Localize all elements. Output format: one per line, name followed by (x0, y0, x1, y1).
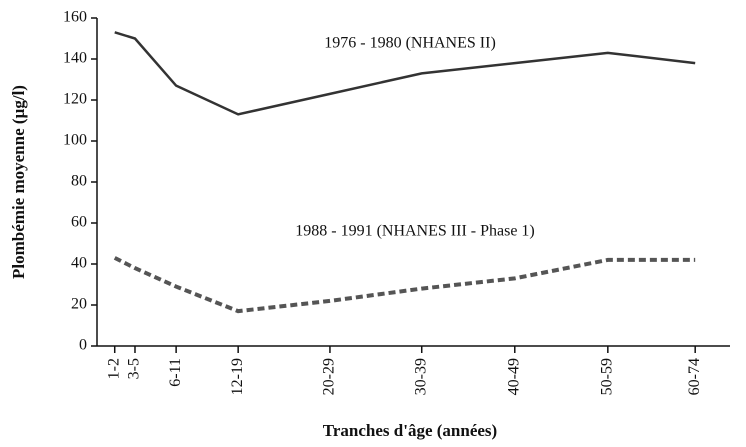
line-series (113, 256, 696, 314)
x-tick-label: 60-74 (686, 358, 703, 395)
y-tick-label: 160 (63, 9, 87, 26)
y-tick-label: 60 (71, 214, 87, 231)
y-tick-label: 140 (63, 50, 87, 67)
x-tick-label: 50-59 (599, 358, 616, 395)
series-label: 1976 - 1980 (NHANES II) (324, 35, 496, 52)
x-tick-label: 3-5 (126, 358, 143, 379)
x-axis-label: Tranches d'âge (années) (323, 421, 497, 440)
y-tick-label: 100 (63, 132, 87, 149)
line-series (114, 31, 696, 116)
x-tick-label: 6-11 (167, 358, 184, 387)
y-tick-label: 80 (71, 173, 87, 190)
y-tick-label: 20 (71, 296, 87, 313)
y-tick-label: 0 (79, 337, 87, 354)
x-tick-label: 12-19 (229, 358, 246, 395)
x-tick-label: 30-39 (412, 358, 429, 395)
x-tick-label: 40-49 (505, 358, 522, 395)
y-tick-label: 120 (63, 91, 87, 108)
y-tick-label: 40 (71, 255, 87, 272)
x-tick-label: 1-2 (105, 358, 122, 379)
series-label: 1988 - 1991 (NHANES III - Phase 1) (295, 223, 535, 240)
x-tick-label: 20-29 (321, 358, 338, 395)
y-axis-label: Plombémie moyenne (µg/l) (9, 85, 28, 279)
